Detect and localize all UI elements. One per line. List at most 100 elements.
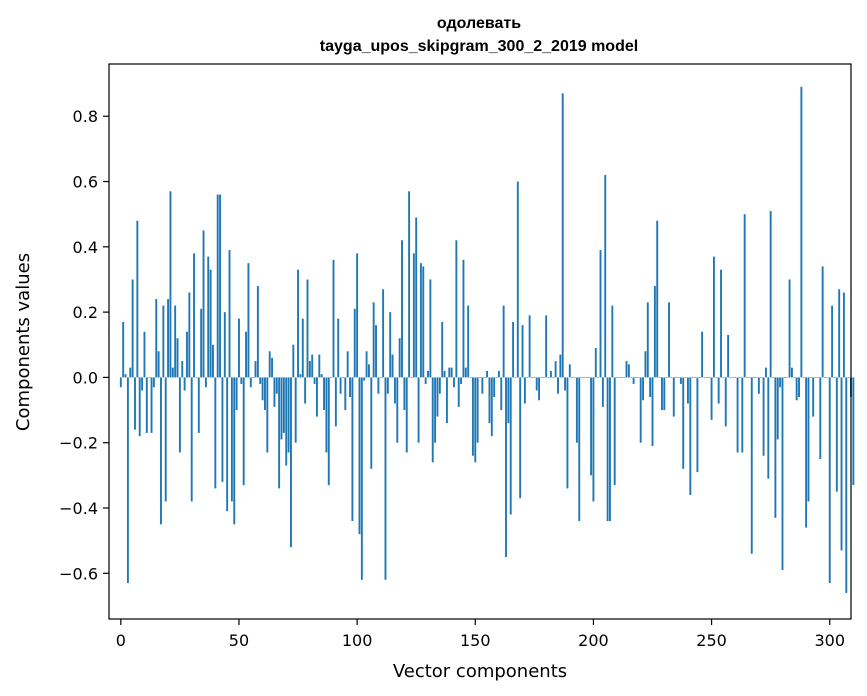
- bar: [578, 377, 581, 522]
- bar: [691, 377, 694, 379]
- bar: [356, 253, 359, 378]
- bar: [408, 191, 411, 378]
- bar: [724, 377, 727, 427]
- bar: [297, 269, 299, 378]
- bar: [505, 377, 507, 557]
- bar: [625, 361, 628, 378]
- bar: [367, 364, 370, 378]
- bar: [332, 259, 335, 378]
- bar: [696, 377, 699, 473]
- bar: [280, 377, 283, 440]
- bar: [672, 377, 675, 417]
- bar: [216, 194, 219, 378]
- bar: [431, 377, 434, 463]
- bar: [181, 361, 184, 378]
- bar: [209, 269, 212, 378]
- bar: [698, 377, 701, 379]
- bar: [453, 377, 455, 388]
- bar: [410, 377, 413, 379]
- bar: [769, 210, 772, 378]
- bar: [734, 377, 737, 379]
- bar: [748, 377, 751, 379]
- x-tick-label: 200: [578, 631, 609, 650]
- bar: [195, 377, 198, 379]
- bar: [427, 370, 429, 378]
- bar: [788, 279, 791, 378]
- bar: [164, 377, 167, 502]
- bar: [516, 181, 519, 378]
- bar: [687, 377, 689, 404]
- bar: [403, 377, 406, 411]
- bar: [214, 377, 217, 489]
- bar: [684, 377, 687, 379]
- bar: [653, 286, 656, 378]
- bar: [658, 377, 661, 379]
- bar: [547, 377, 550, 379]
- bar: [382, 289, 385, 378]
- bar: [646, 302, 649, 378]
- bar: [464, 367, 467, 378]
- bar: [597, 377, 600, 379]
- bar: [455, 240, 458, 378]
- bar: [254, 361, 257, 378]
- bar: [753, 377, 756, 379]
- bar: [545, 315, 548, 378]
- bar: [141, 377, 144, 391]
- bar: [488, 377, 491, 424]
- bar: [325, 377, 328, 453]
- bar: [514, 377, 517, 379]
- bar: [308, 361, 311, 378]
- bar: [616, 377, 618, 379]
- bar: [316, 377, 318, 417]
- bar: [590, 377, 593, 476]
- bar: [649, 377, 652, 397]
- bar: [493, 377, 496, 397]
- bar: [299, 374, 302, 378]
- bar: [441, 321, 444, 378]
- bar: [701, 331, 704, 378]
- bar: [342, 377, 344, 379]
- bar: [176, 338, 179, 378]
- bar: [483, 377, 486, 379]
- bar: [197, 377, 200, 433]
- bar: [346, 351, 349, 378]
- bar: [689, 377, 692, 495]
- bar: [379, 377, 382, 379]
- bar: [268, 351, 271, 378]
- bar: [609, 377, 611, 522]
- bar: [630, 377, 633, 379]
- bar: [294, 377, 297, 443]
- x-axis-ticks: 0 50 100 150 200 250 300: [116, 619, 845, 650]
- bar: [552, 377, 555, 379]
- bar: [502, 305, 505, 378]
- bars-group: [119, 86, 855, 593]
- y-tick-label: 0.6: [73, 173, 98, 192]
- bar: [835, 377, 838, 492]
- bar: [523, 377, 526, 404]
- bar: [126, 377, 129, 584]
- bar: [183, 377, 186, 391]
- bar: [774, 377, 777, 518]
- bar: [471, 377, 474, 456]
- bar: [226, 377, 229, 512]
- bar: [507, 377, 510, 424]
- bar: [519, 377, 522, 499]
- bar: [642, 377, 644, 401]
- y-tick-label: 0.8: [73, 107, 98, 126]
- bar: [847, 377, 850, 379]
- bar: [571, 377, 574, 379]
- bar: [786, 377, 789, 379]
- bar: [587, 377, 590, 379]
- bar: [736, 377, 739, 453]
- x-tick-label: 0: [116, 631, 126, 650]
- bar: [481, 377, 484, 394]
- y-tick-label: 0.0: [73, 368, 98, 387]
- bar: [221, 377, 224, 482]
- x-tick-label: 50: [229, 631, 249, 650]
- bar: [497, 370, 500, 378]
- bar: [349, 377, 351, 397]
- bar: [606, 377, 609, 522]
- bar: [311, 354, 314, 378]
- bar: [450, 367, 453, 378]
